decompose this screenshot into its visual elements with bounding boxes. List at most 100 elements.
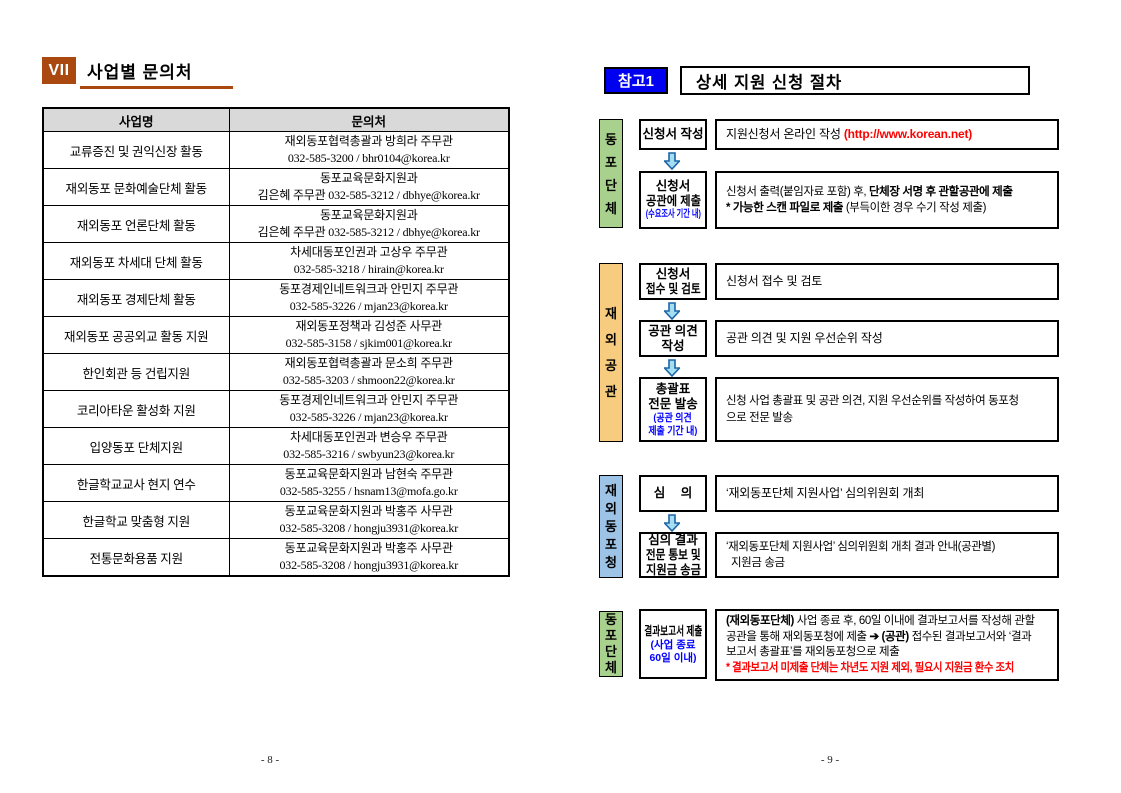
desc-box-summary-telegram: 신청 사업 총괄표 및 공관 의견, 지원 우선순위를 작성하여 동포청 으로 … <box>715 377 1059 442</box>
step-label: 전문 통보 및 <box>645 547 701 562</box>
contact-line2: 032-585-3203 / shmoon22@korea.kr <box>282 373 455 387</box>
desc-box-mission-opinion: 공관 의견 및 지원 우선순위 작성 <box>715 320 1059 357</box>
table-row: 재외동포 언론단체 활동 동포교육문화지원과 김은혜 주무관 032-585-3… <box>42 205 510 243</box>
table-row: 한글학교교사 현지 연수 동포교육문화지원과 남현숙 주무관 032-585-3… <box>42 464 510 502</box>
desc-text: 으로 전문 발송 <box>726 411 793 424</box>
project-name: 한글학교 맞춤형 지원 <box>42 501 230 539</box>
actor-label-dongpo-danche-2: 동포단체 <box>599 611 623 677</box>
table-header-row: 사업명 문의처 <box>42 107 510 132</box>
procedure-title: 상세 지원 신청 절차 <box>680 66 1030 95</box>
page-title: 사업별 문의처 <box>87 63 193 82</box>
actor-label-overseas-mission: 재외공관 <box>599 263 623 442</box>
contact-line1: 동포경제인네트워크과 안민지 주무관 <box>279 282 459 296</box>
contact-line1: 동포교육문화지원과 <box>319 208 418 222</box>
desc-box-result-notify-remit: ‘재외동포단체 지원사업’ 심의위원회 개최 결과 안내(공관별) 지원금 송금 <box>715 532 1059 578</box>
desc-text: 신청 사업 총괄표 및 공관 의견, 지원 우선순위를 작성하여 동포청 <box>726 395 1019 407</box>
desc-text: 사업 종료 후, 60일 이내에 결과보고서를 작성해 관할 <box>793 615 1035 627</box>
step-label: 신청서 <box>655 179 691 193</box>
contact-line2: 032-585-3208 / hongju3931@korea.kr <box>279 521 459 535</box>
project-name: 재외동포 문화예술단체 활동 <box>42 168 230 206</box>
table-row: 재외동포 문화예술단체 활동 동포교육문화지원과 김은혜 주무관 032-585… <box>42 168 510 206</box>
contact-line2: 032-585-3218 / hirain@korea.kr <box>293 262 444 276</box>
project-name: 재외동포 차세대 단체 활동 <box>42 242 230 280</box>
desc-box-receive-review: 신청서 접수 및 검토 <box>715 263 1059 300</box>
down-arrow-icon <box>664 302 680 320</box>
column-header-project: 사업명 <box>42 107 230 132</box>
step-label: 지원금 송금 <box>645 562 701 577</box>
project-name: 입양동포 단체지원 <box>42 427 230 465</box>
contact-line1: 차세대동포인권과 변승우 주무관 <box>290 430 448 444</box>
contact-line1: 차세대동포인권과 고상우 주무관 <box>290 245 448 259</box>
desc-text: 공관을 통해 재외동포청에 제출 <box>726 630 870 643</box>
contact-line1: 재외동포협력총괄과 방희라 주무관 <box>284 134 453 148</box>
page-number-left: - 8 - <box>260 754 280 766</box>
step-box-apply-write: 신청서 작성 <box>639 119 707 150</box>
step-label: 결과보고서 제출 <box>643 623 703 638</box>
table-row: 교류증진 및 권익신장 활동 재외동포협력총괄과 방희라 주무관 032-585… <box>42 131 510 169</box>
down-arrow-icon <box>664 514 680 532</box>
step-deadline-note: 60일 이내) <box>649 651 697 664</box>
contact-line1: 동포교육문화지원과 <box>319 171 418 185</box>
desc-box-final-report: (재외동포단체) 사업 종료 후, 60일 이내에 결과보고서를 작성해 관할 … <box>715 609 1059 681</box>
desc-text: 접수된 결과보고서와 ‘결과 <box>908 630 1032 643</box>
step-box-final-report: 결과보고서 제출 (사업 종료 60일 이내) <box>639 609 707 679</box>
down-arrow-icon <box>664 152 680 170</box>
table-row: 코리아타운 활성화 지원 동포경제인네트워크과 안민지 주무관 032-585-… <box>42 390 510 428</box>
step-label: 신청서 작성 <box>642 127 704 141</box>
desc-text-bold: 단체장 서명 후 관할공관에 제출 <box>869 185 1013 198</box>
contact-line2: 032-585-3216 / swbyun23@korea.kr <box>283 447 455 461</box>
section-number-badge: VII <box>42 57 76 84</box>
arrow-and-mission-bold: ➔ (공관) <box>869 630 910 643</box>
project-name: 재외동포 언론단체 활동 <box>42 205 230 243</box>
contact-line2: 032-585-3200 / bhr0104@korea.kr <box>287 151 450 165</box>
step-label: 공관에 제출 <box>645 194 701 208</box>
penalty-warning-text: * 결과보고서 미제출 단체는 차년도 지원 제외, 필요시 지원금 환수 조치 <box>726 661 1014 674</box>
reference-badge: 참고1 <box>604 67 668 94</box>
step-label: 공관 의견 <box>648 323 698 338</box>
step-label: 접수 및 검토 <box>645 281 701 296</box>
contact-line1: 동포경제인네트워크과 안민지 주무관 <box>279 393 459 407</box>
step-deadline-note: (공관 의견 <box>653 411 693 424</box>
table-row: 재외동포 차세대 단체 활동 차세대동포인권과 고상우 주무관 032-585-… <box>42 242 510 280</box>
contact-line1: 동포교육문화지원과 박홍주 사무관 <box>284 504 453 518</box>
project-name: 교류증진 및 권익신장 활동 <box>42 131 230 169</box>
contact-line1: 재외동포협력총괄과 문소희 주무관 <box>284 356 453 370</box>
contact-line1: 동포교육문화지원과 박홍주 사무관 <box>284 541 453 555</box>
table-row: 전통문화용품 지원 동포교육문화지원과 박홍주 사무관 032-585-3208… <box>42 538 510 577</box>
step-box-receive-review: 신청서 접수 및 검토 <box>639 263 707 300</box>
step-label: 총괄표 <box>655 381 691 396</box>
desc-text: ‘재외동포단체 지원사업’ 심의위원회 개최 <box>726 486 925 501</box>
step-box-summary-telegram: 총괄표 전문 발송 (공관 의견 제출 기간 내) <box>639 377 707 442</box>
desc-text: 신청서 출력(붙임자료 포함) 후, <box>726 185 869 198</box>
desc-box-apply-write: 지원신청서 온라인 작성 (http://www.korean.net) <box>715 119 1059 150</box>
table-row: 한인회관 등 건립지원 재외동포협력총괄과 문소희 주무관 032-585-32… <box>42 353 510 391</box>
project-name: 재외동포 공공외교 활동 지원 <box>42 316 230 354</box>
contact-table: 사업명 문의처 교류증진 및 권익신장 활동 재외동포협력총괄과 방희라 주무관… <box>42 107 510 577</box>
project-name: 전통문화용품 지원 <box>42 538 230 577</box>
table-row: 한글학교 맞춤형 지원 동포교육문화지원과 박홍주 사무관 032-585-32… <box>42 501 510 539</box>
desc-box-deliberation: ‘재외동포단체 지원사업’ 심의위원회 개최 <box>715 475 1059 512</box>
step-label: 전문 발송 <box>648 396 698 411</box>
desc-box-submit-to-mission: 신청서 출력(붙임자료 포함) 후, 단체장 서명 후 관할공관에 제출 * 가… <box>715 171 1059 229</box>
step-deadline-note: (수요조사 기간 내) <box>645 209 701 220</box>
desc-text: 보고서 총괄표’를 재외동포청으로 제출 <box>726 646 900 658</box>
desc-text: 공관 의견 및 지원 우선순위 작성 <box>726 331 883 346</box>
step-box-deliberation: 심 의 <box>639 475 707 512</box>
contact-line2: 032-585-3255 / hsnam13@mofa.go.kr <box>279 484 458 498</box>
table-row: 재외동포 경제단체 활동 동포경제인네트워크과 안민지 주무관 032-585-… <box>42 279 510 317</box>
step-box-result-notify-remit: 심의 결과 전문 통보 및 지원금 송금 <box>639 532 707 578</box>
title-underline <box>80 86 233 89</box>
desc-text: 지원신청서 온라인 작성 <box>726 127 844 142</box>
actor-label-dongpo-danche-1: 동포단체 <box>599 119 623 228</box>
project-name: 한인회관 등 건립지원 <box>42 353 230 391</box>
contact-line2: 김은혜 주무관 032-585-3212 / dbhye@korea.kr <box>257 225 480 239</box>
actor-label-okf-agency: 재외동포청 <box>599 475 623 578</box>
contact-line2: 김은혜 주무관 032-585-3212 / dbhye@korea.kr <box>257 188 480 202</box>
project-name: 한글학교교사 현지 연수 <box>42 464 230 502</box>
project-name: 코리아타운 활성화 지원 <box>42 390 230 428</box>
korean-net-url: (http://www.korean.net) <box>843 127 973 142</box>
step-label: 심의 결과 <box>648 532 698 547</box>
step-deadline-note: (사업 종료 <box>650 638 696 651</box>
table-row: 재외동포 공공외교 활동 지원 재외동포정책과 김성준 사무관 032-585-… <box>42 316 510 354</box>
contact-line1: 동포교육문화지원과 남현숙 주무관 <box>284 467 453 481</box>
